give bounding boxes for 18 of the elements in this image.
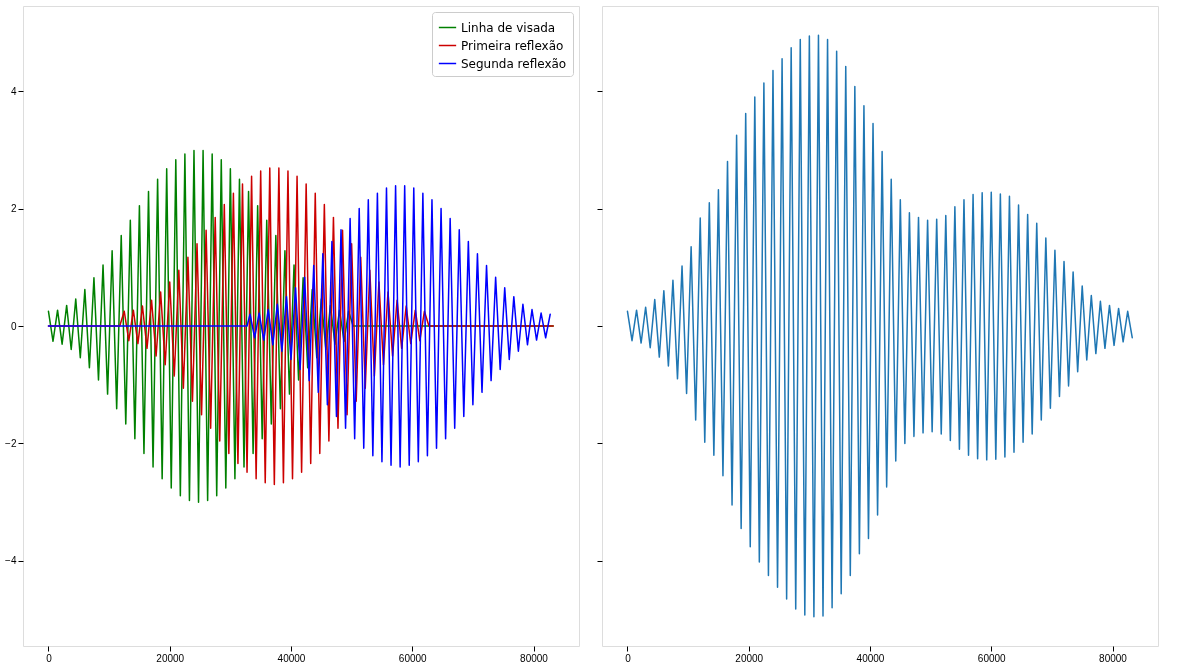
x-tick-label: 60000 <box>398 652 428 664</box>
x-tick-label: 20000 <box>156 652 185 664</box>
y-tick-label: 4 <box>10 85 17 97</box>
x-tick-label: 0 <box>46 652 53 664</box>
y-tick-label: −2 <box>5 437 17 449</box>
y-tick-label: −4 <box>5 555 17 567</box>
x-tick-label: 20000 <box>735 652 764 664</box>
x-tick-label: 80000 <box>1099 652 1128 664</box>
y-tick-label: 0 <box>10 320 17 332</box>
x-tick-label: 80000 <box>520 652 549 664</box>
x-tick-label: 0 <box>625 652 632 664</box>
legend-label: Segunda reflexão <box>461 56 567 71</box>
x-tick-label: 40000 <box>277 652 306 664</box>
legend-label: Linha de visada <box>461 20 556 35</box>
legend-label: Primeira reflexão <box>461 38 564 53</box>
y-tick-label: 2 <box>10 203 17 215</box>
x-tick-label: 60000 <box>977 652 1007 664</box>
x-tick-label: 40000 <box>856 652 885 664</box>
